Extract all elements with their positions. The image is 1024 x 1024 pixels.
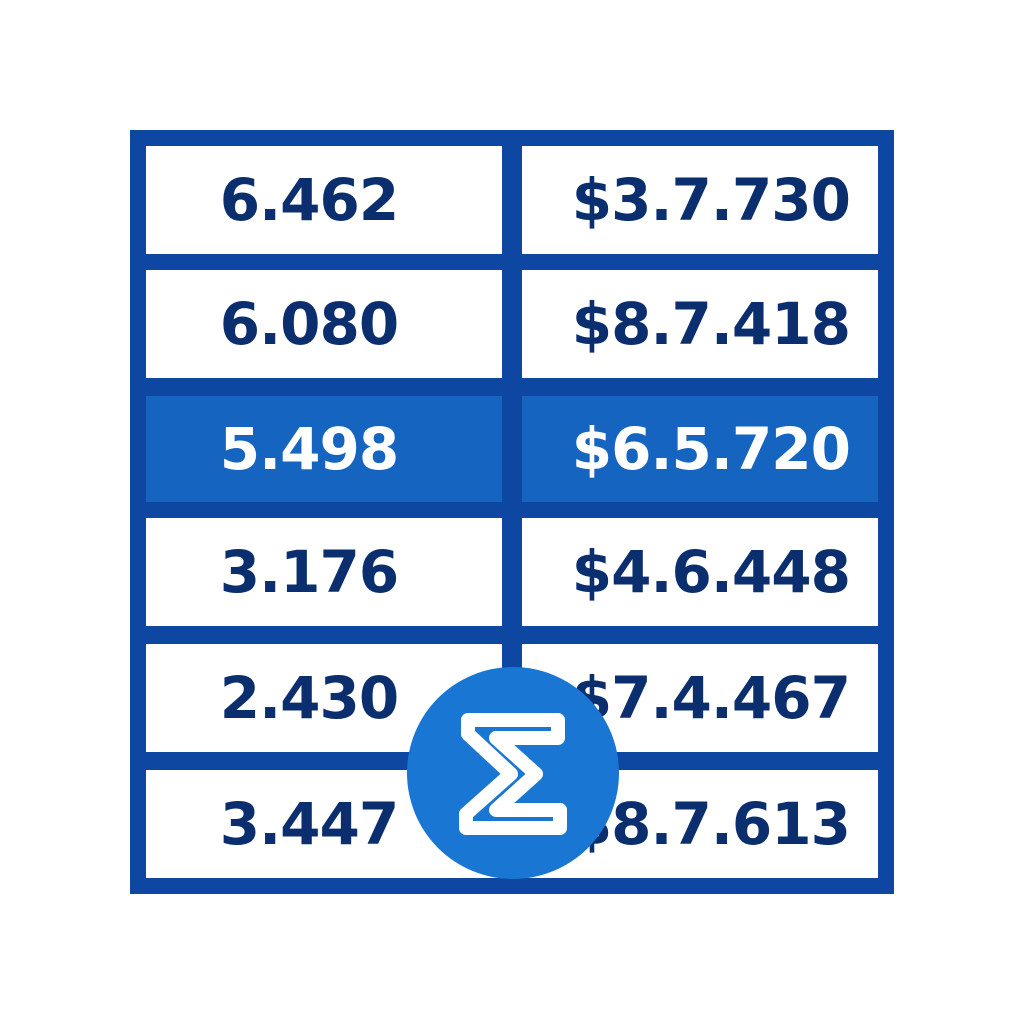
table-cell-value[interactable]: 6.462: [146, 146, 502, 254]
data-table: 6.462 $3.7.730 6.080 $8.7.418 5.498 $6.5…: [130, 130, 894, 894]
table-cell-amount[interactable]: $8.7.418: [522, 270, 878, 378]
autosum-button[interactable]: [408, 668, 618, 878]
table-cell-amount[interactable]: $4.6.448: [522, 518, 878, 626]
table-cell-amount[interactable]: $3.7.730: [522, 146, 878, 254]
sigma-icon: [459, 713, 567, 835]
table-cell-value-selected[interactable]: 5.498: [146, 396, 502, 502]
table-cell-amount-selected[interactable]: $6.5.720: [522, 396, 878, 502]
table-cell-value[interactable]: 6.080: [146, 270, 502, 378]
table-cell-value[interactable]: 3.176: [146, 518, 502, 626]
